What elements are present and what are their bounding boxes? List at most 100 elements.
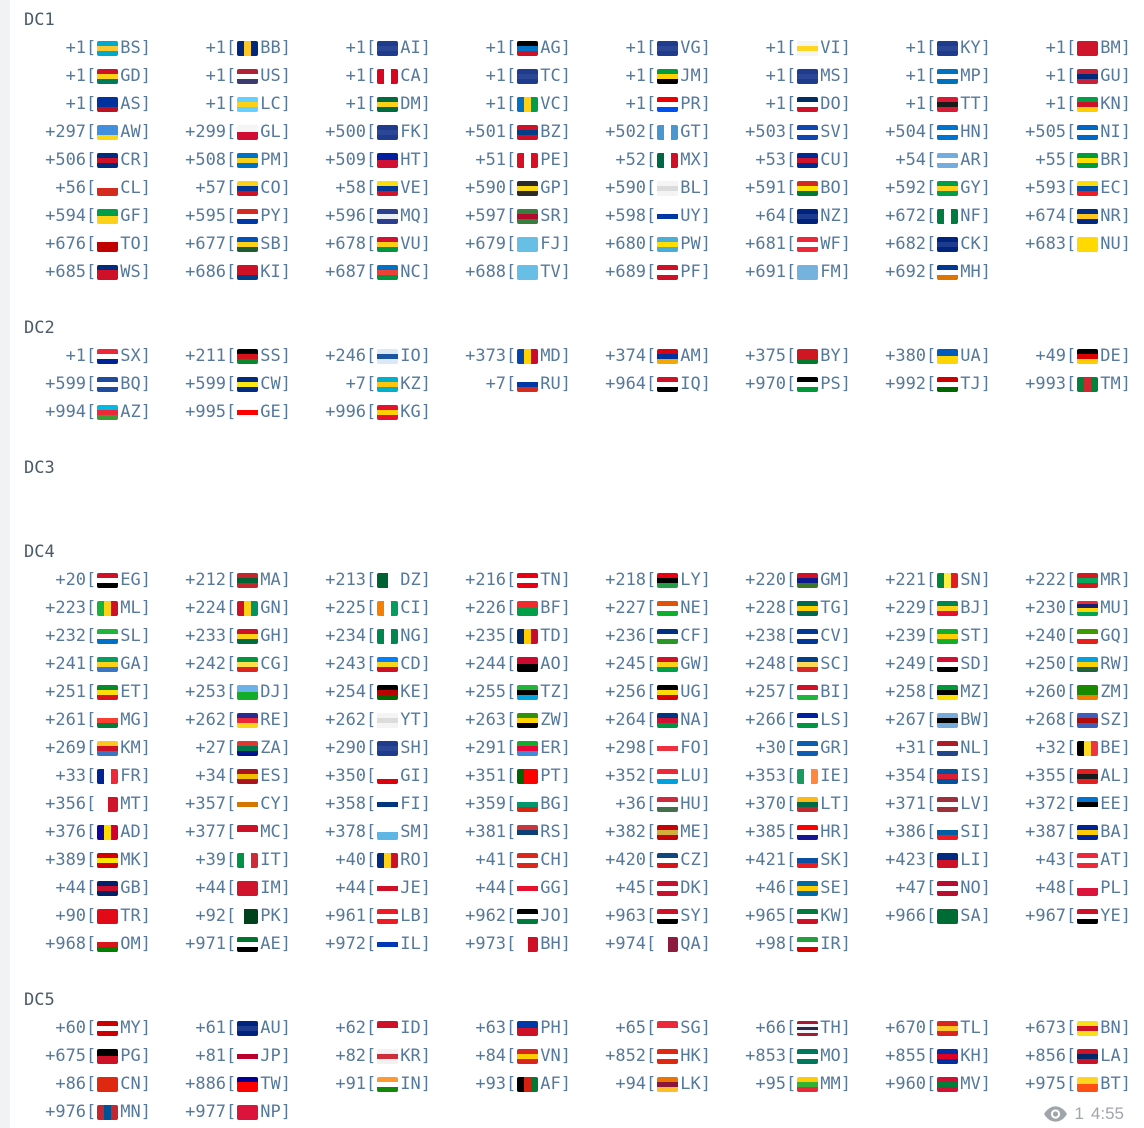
flag-icon-gu bbox=[1077, 68, 1099, 84]
dialcode-entry: +423[LI] bbox=[854, 850, 994, 870]
dial-prefix: +675[ bbox=[45, 1046, 97, 1066]
dial-prefix: +682[ bbox=[885, 234, 937, 254]
flag-icon-tv bbox=[517, 264, 539, 280]
dialcode-entry: +853[MO] bbox=[714, 1046, 854, 1066]
code-row: +356[MT] +357[CY] +358[FI] +359[BG] +36[HU] +… bbox=[14, 790, 1144, 818]
flag-icon-gg bbox=[517, 880, 539, 896]
flag-icon-de bbox=[1077, 348, 1099, 364]
country-code: SD] bbox=[960, 654, 991, 674]
dial-prefix: +504[ bbox=[885, 122, 937, 142]
country-code: WF] bbox=[820, 234, 851, 254]
flag-icon-az bbox=[97, 404, 119, 420]
dial-prefix: +1[ bbox=[1045, 94, 1077, 114]
dial-prefix: +261[ bbox=[45, 710, 97, 730]
country-code: CH] bbox=[540, 850, 571, 870]
flag-icon-ck bbox=[937, 236, 959, 252]
flag-icon-do bbox=[797, 96, 819, 112]
dial-prefix: +258[ bbox=[885, 682, 937, 702]
flag-icon-re bbox=[237, 712, 259, 728]
dialcode-entry: +299[GL] bbox=[154, 122, 294, 142]
dial-prefix: +592[ bbox=[885, 178, 937, 198]
country-code: CA] bbox=[400, 66, 431, 86]
country-code: PK] bbox=[260, 906, 291, 926]
dialcode-entry: +590[BL] bbox=[574, 178, 714, 198]
country-code: BG] bbox=[540, 794, 571, 814]
dialcode-entry: +95[MM] bbox=[714, 1074, 854, 1094]
dial-prefix: +254[ bbox=[325, 682, 377, 702]
dialcode-entry: +266[LS] bbox=[714, 710, 854, 730]
country-code: CU] bbox=[820, 150, 851, 170]
country-code: AU] bbox=[260, 1018, 291, 1038]
dial-prefix: +44[ bbox=[195, 878, 237, 898]
country-code: KN] bbox=[1100, 94, 1131, 114]
country-code: SG] bbox=[680, 1018, 711, 1038]
dial-prefix: +1[ bbox=[765, 38, 797, 58]
flag-icon-nu bbox=[1077, 236, 1099, 252]
dialcode-entry: +39[IT] bbox=[154, 850, 294, 870]
dial-prefix: +45[ bbox=[615, 878, 657, 898]
dial-prefix: +84[ bbox=[475, 1046, 517, 1066]
dialcode-entry: +1[KY] bbox=[854, 38, 994, 58]
country-code: MR] bbox=[1100, 570, 1131, 590]
country-code: NZ] bbox=[820, 206, 851, 226]
dialcode-entry: +962[JO] bbox=[434, 906, 574, 926]
dialcode-entry: +370[LT] bbox=[714, 794, 854, 814]
country-code: CG] bbox=[260, 654, 291, 674]
country-code: MG] bbox=[120, 710, 151, 730]
flag-icon-mp bbox=[937, 68, 959, 84]
dial-prefix: +233[ bbox=[185, 626, 237, 646]
dialcode-entry: +1[BM] bbox=[994, 38, 1134, 58]
flag-icon-nc bbox=[377, 264, 399, 280]
country-code: CF] bbox=[680, 626, 711, 646]
dial-prefix: +212[ bbox=[185, 570, 237, 590]
dial-prefix: +993[ bbox=[1025, 374, 1077, 394]
country-code: MS] bbox=[820, 66, 851, 86]
code-row: +297[AW] +299[GL] +500[FK] +501[BZ] +502[GT]… bbox=[14, 118, 1144, 146]
dial-prefix: +262[ bbox=[325, 710, 377, 730]
dial-prefix: +238[ bbox=[745, 626, 797, 646]
dial-prefix: +1[ bbox=[485, 66, 517, 86]
dialcode-entry: +673[BN] bbox=[994, 1018, 1134, 1038]
dial-prefix: +86[ bbox=[55, 1074, 97, 1094]
flag-icon-dk bbox=[657, 880, 679, 896]
dial-prefix: +20[ bbox=[55, 570, 97, 590]
country-code: KE] bbox=[400, 682, 431, 702]
dialcode-entry: +421[SK] bbox=[714, 850, 854, 870]
country-code: MX] bbox=[680, 150, 711, 170]
dialcode-entry: +44[JE] bbox=[294, 878, 434, 898]
dial-prefix: +1[ bbox=[1045, 38, 1077, 58]
dial-prefix: +232[ bbox=[45, 626, 97, 646]
dialcode-entry: +977[NP] bbox=[154, 1102, 294, 1122]
code-row: +269[KM] +27[ZA] +290[SH] +291[ER] +298[FO] +… bbox=[14, 734, 1144, 762]
country-code: PT] bbox=[540, 766, 571, 786]
dialcode-entry: +855[KH] bbox=[854, 1046, 994, 1066]
country-code: NG] bbox=[400, 626, 431, 646]
dial-prefix: +52[ bbox=[615, 150, 657, 170]
dial-prefix: +1[ bbox=[345, 94, 377, 114]
dial-prefix: +670[ bbox=[885, 1018, 937, 1038]
country-code: SX] bbox=[120, 346, 151, 366]
dialcode-entry: +503[SV] bbox=[714, 122, 854, 142]
dialcode-entry: +359[BG] bbox=[434, 794, 574, 814]
dial-prefix: +65[ bbox=[615, 1018, 657, 1038]
dial-prefix: +39[ bbox=[195, 850, 237, 870]
dialcode-entry: +685[WS] bbox=[14, 262, 154, 282]
country-code: MT] bbox=[120, 794, 151, 814]
flag-icon-bi bbox=[797, 684, 819, 700]
dialcode-entry: +268[SZ] bbox=[994, 710, 1134, 730]
section-dc3: DC3 bbox=[14, 454, 1144, 482]
country-code: GH] bbox=[260, 626, 291, 646]
dialcode-entry: +220[GM] bbox=[714, 570, 854, 590]
country-code: BO] bbox=[820, 178, 851, 198]
flag-icon-it bbox=[237, 852, 259, 868]
dialcode-entry: +591[BO] bbox=[714, 178, 854, 198]
flag-icon-lv bbox=[937, 796, 959, 812]
country-code: NR] bbox=[1100, 206, 1131, 226]
flag-icon-gl bbox=[237, 124, 259, 140]
flag-icon-lt bbox=[797, 796, 819, 812]
dial-prefix: +371[ bbox=[885, 794, 937, 814]
eye-icon bbox=[1044, 1106, 1068, 1122]
country-code: AI] bbox=[400, 38, 431, 58]
dialcode-entry: +502[GT] bbox=[574, 122, 714, 142]
flag-icon-ar bbox=[937, 152, 959, 168]
